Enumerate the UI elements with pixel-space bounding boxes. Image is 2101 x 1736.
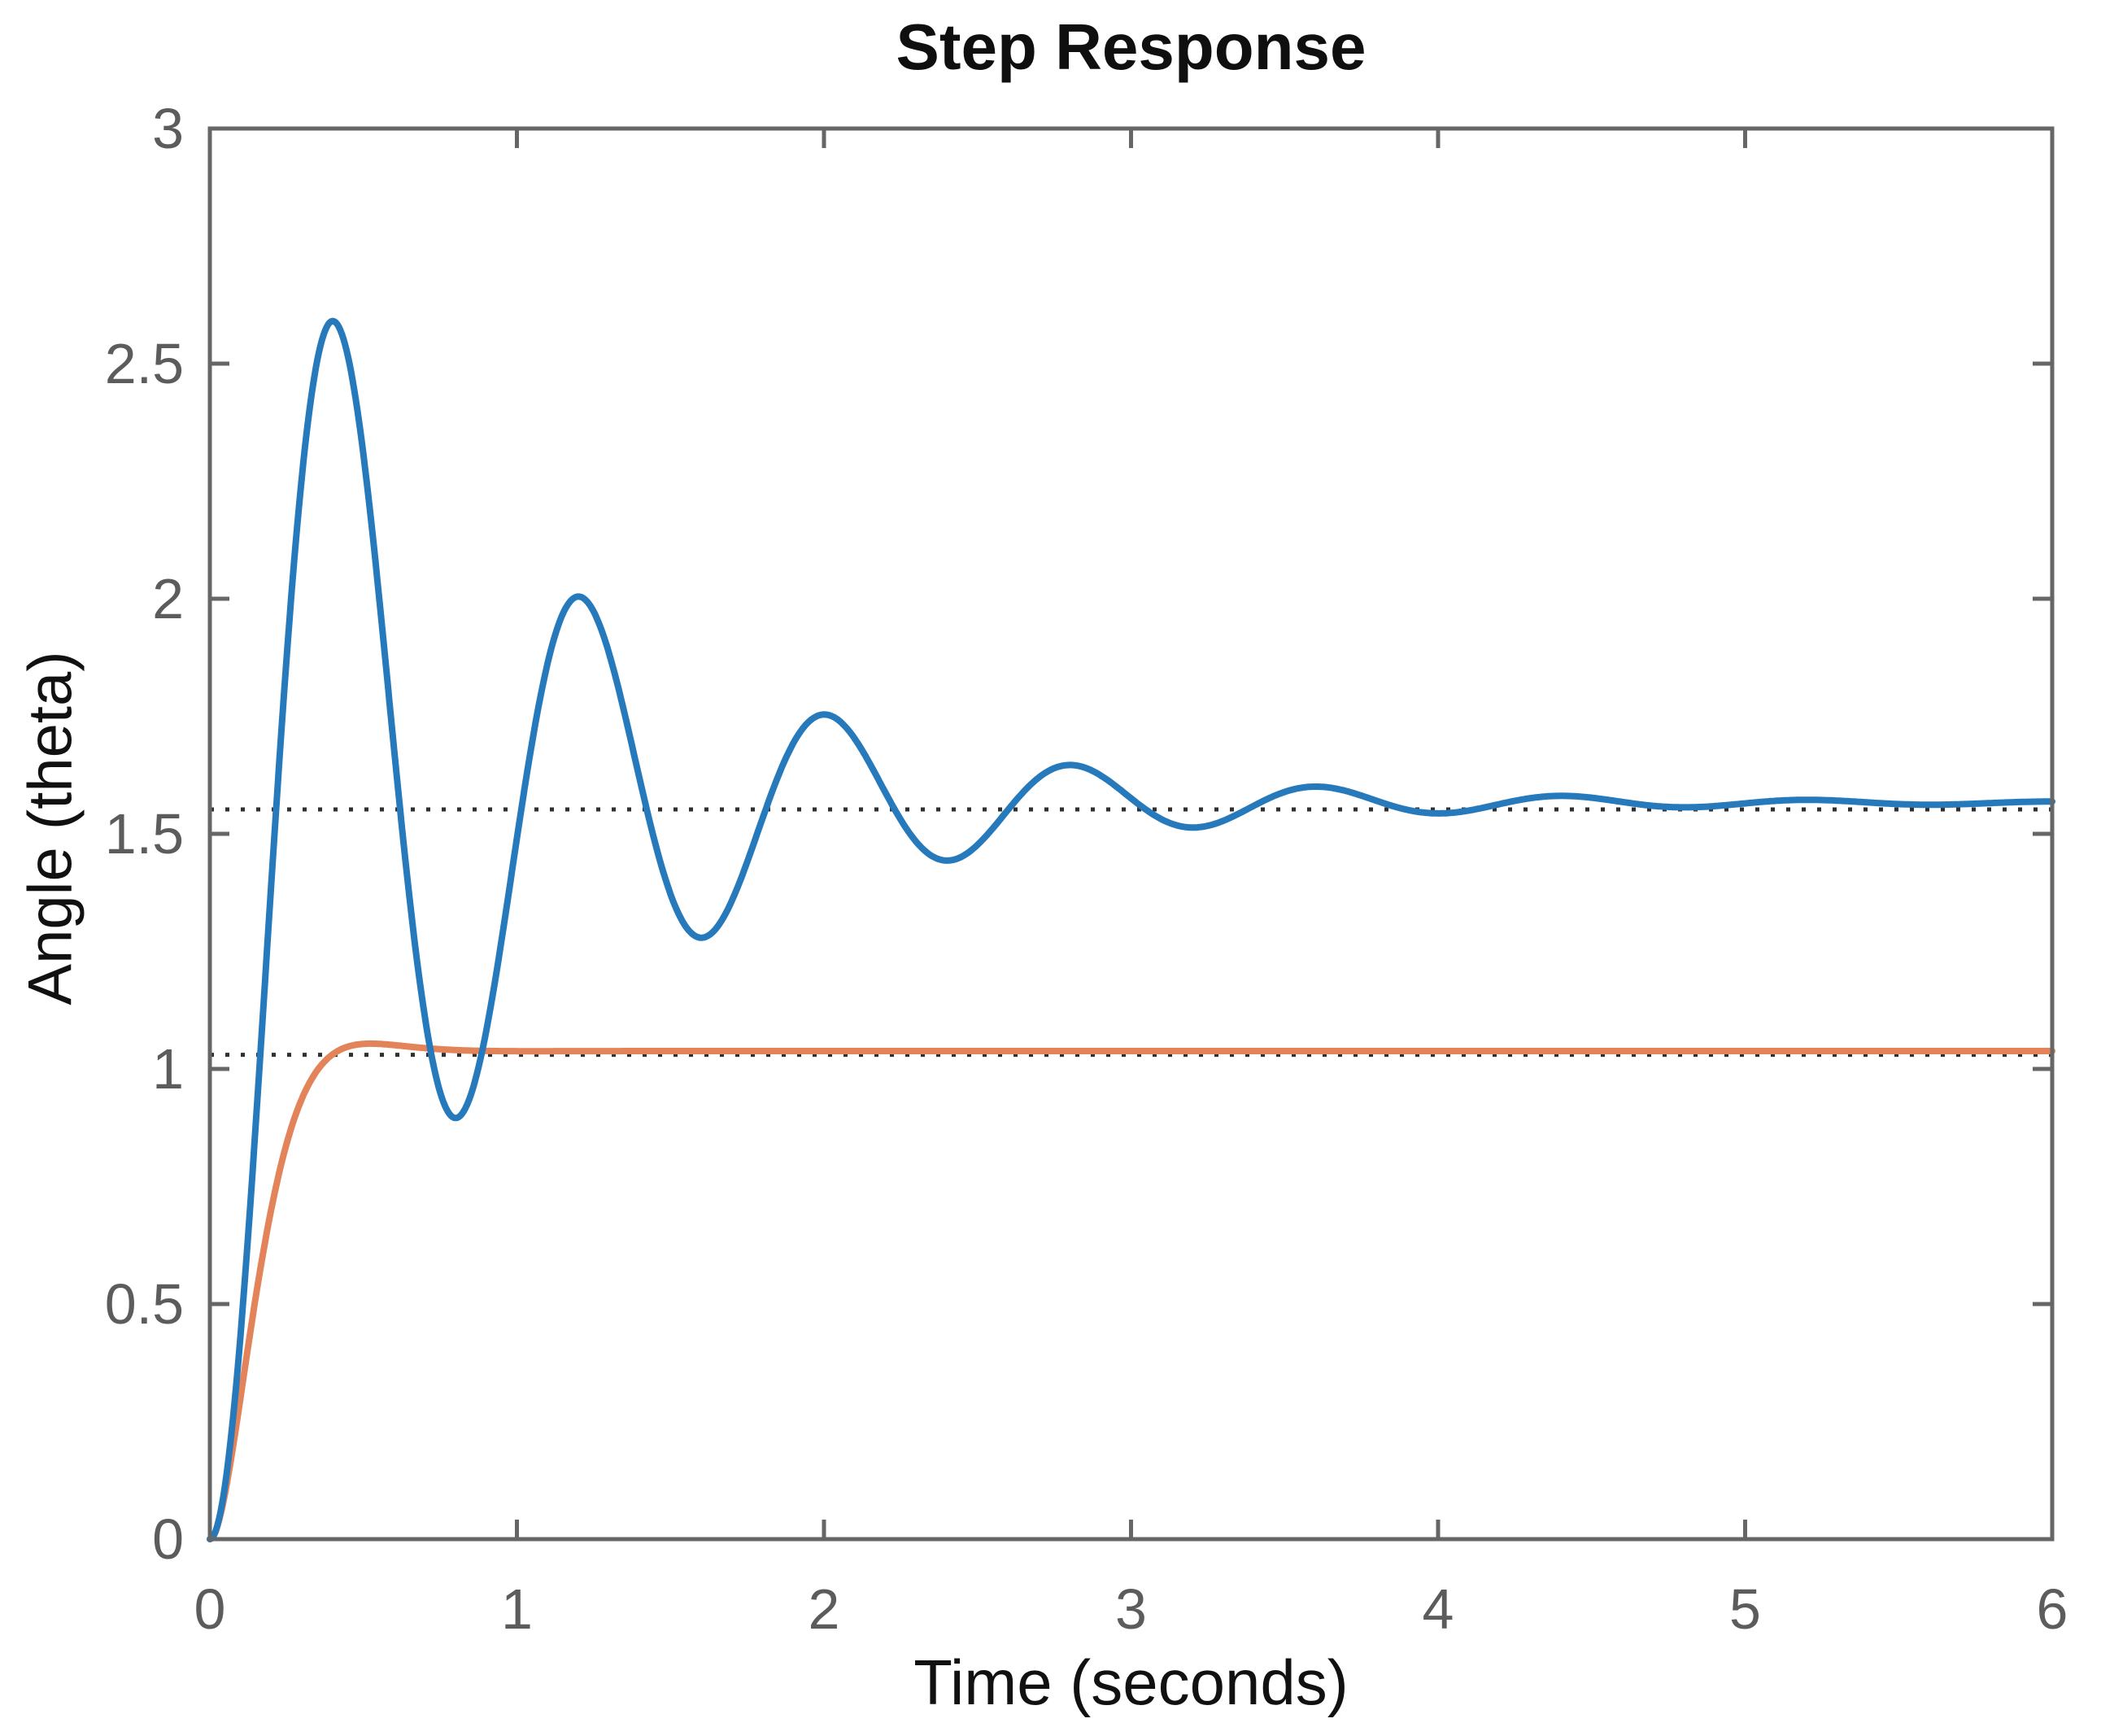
x-tick-label: 5 <box>1729 1577 1761 1641</box>
y-axis-label: Angle (theta) <box>15 651 85 1005</box>
x-axis-label: Time (seconds) <box>913 1647 1349 1718</box>
y-tick-label: 1 <box>152 1037 184 1101</box>
x-tick-label: 4 <box>1423 1577 1454 1641</box>
y-tick-label: 3 <box>152 97 184 160</box>
x-tick-label: 2 <box>809 1577 840 1641</box>
y-tick-label: 0.5 <box>105 1272 184 1336</box>
x-tick-label: 3 <box>1115 1577 1147 1641</box>
series-blue <box>207 317 2055 1542</box>
plot-box <box>207 126 2055 1542</box>
chart-title: Step Response <box>896 11 1367 83</box>
x-tick-label: 0 <box>194 1577 226 1641</box>
y-tick-label: 2 <box>152 567 184 630</box>
y-tick-label: 0 <box>152 1507 184 1571</box>
x-tick-label: 6 <box>2037 1577 2068 1641</box>
y-tick-label: 1.5 <box>105 802 184 866</box>
series-orange <box>207 1040 2055 1542</box>
y-tick-label: 2.5 <box>105 332 184 395</box>
x-tick-label: 1 <box>501 1577 533 1641</box>
